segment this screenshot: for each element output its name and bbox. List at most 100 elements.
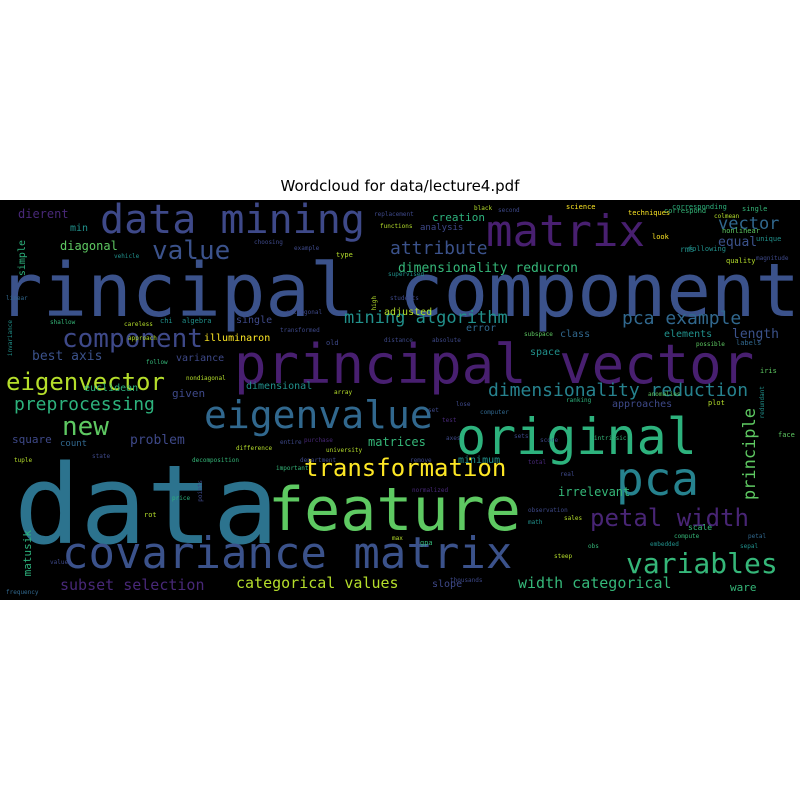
word-new: new: [62, 412, 109, 442]
word-elements: elements: [664, 329, 713, 340]
word-invariance: invariance: [7, 320, 14, 357]
word-transformed: transformed: [280, 327, 320, 334]
word-points: points: [197, 480, 204, 502]
word-petal: petal: [748, 533, 767, 540]
word-entire: entire: [280, 439, 302, 446]
word-single: single: [742, 205, 768, 213]
word-black: black: [474, 205, 493, 212]
word-simple: simple: [17, 240, 28, 277]
word-class: class: [560, 329, 591, 340]
word-value: value: [152, 236, 231, 266]
word-matrices: matrices: [368, 435, 426, 449]
word-width-categorical: width categorical: [518, 574, 672, 592]
word-problem: problem: [130, 433, 185, 448]
word-eigenvalue: eigenvalue: [204, 393, 433, 437]
word-illuminaron: illuminaron: [204, 333, 271, 344]
word-shallow: shallow: [50, 319, 76, 326]
word-magnitude: magnitude: [756, 255, 789, 262]
word-difference: difference: [236, 445, 273, 452]
word-absolute: absolute: [432, 337, 461, 344]
word-plot: plot: [708, 399, 725, 407]
word-scale: scale: [688, 523, 713, 532]
word-petal-width: petal width: [590, 504, 749, 532]
word-computer: computer: [480, 409, 509, 416]
word-corresponding: corresponding: [672, 203, 727, 211]
word-normalized: normalized: [412, 487, 449, 494]
word-sales: sales: [564, 515, 583, 522]
word-attribute: attribute: [390, 238, 488, 259]
word-array: array: [334, 389, 353, 396]
word-follow: follow: [146, 359, 168, 366]
word-science: science: [566, 203, 596, 211]
word-approaches: approaches: [612, 399, 673, 410]
word-intrinsic: intrinsic: [594, 435, 627, 442]
word-data: data: [14, 441, 279, 569]
word-pca: pca: [616, 452, 700, 506]
word-iris: iris: [760, 367, 777, 375]
word-possible: possible: [696, 341, 725, 348]
word-variables: variables: [626, 547, 778, 580]
word-chi: chi: [160, 317, 173, 325]
word-observation: observation: [528, 507, 568, 514]
word-subspace: subspace: [524, 331, 553, 338]
word-data-mining: data mining: [100, 200, 365, 243]
word-square: square: [12, 433, 52, 446]
word-count: count: [60, 439, 88, 449]
word-nondiagonal: nondiagonal: [186, 375, 226, 382]
word-error: error: [466, 323, 497, 334]
word-eigenvector: eigenvector: [6, 368, 165, 396]
word-vector: vector: [718, 214, 780, 234]
word-slope: slope: [432, 579, 463, 590]
word-redundant: redundant: [759, 386, 766, 419]
word-dierent: dierent: [18, 207, 69, 221]
word-subset-selection: subset selection: [60, 576, 205, 594]
word-labels: labels: [736, 339, 762, 347]
word-state: state: [92, 453, 111, 460]
word-algebra: algebra: [182, 317, 212, 325]
word-university: university: [326, 447, 363, 454]
word-creation: creation: [432, 211, 485, 224]
word-students: students: [390, 295, 419, 302]
word-real: real: [560, 471, 575, 478]
word-frequency: frequency: [6, 589, 39, 596]
word-type: type: [336, 251, 353, 259]
word-mining-algorithm: mining algorithm: [344, 308, 508, 328]
word-department: department: [300, 457, 337, 464]
word-vehicle: vehicle: [114, 253, 140, 260]
word-dimensional: dimensional: [246, 381, 313, 392]
word-obs: obs: [588, 543, 599, 550]
word-pca-example: pca example: [622, 308, 742, 329]
word-dimensionality-reducron: dimensionality reducron: [398, 261, 579, 276]
word-remove: remove: [410, 457, 432, 464]
word-sepal: sepal: [740, 543, 759, 550]
word-preprocessing: preprocessing: [14, 394, 155, 415]
word-principal-component: principal component: [0, 248, 800, 334]
word-values: values: [50, 559, 72, 566]
word-nonlinear: nonlinear: [722, 227, 760, 235]
word-price: price: [172, 495, 191, 502]
word-dimensionality-reduction: dimensionality reduction: [488, 380, 749, 401]
word-high: high: [371, 296, 378, 311]
word-anomalies: anomalies: [648, 391, 681, 398]
word-ware: ware: [730, 581, 757, 594]
word-adjusted: adjusted: [384, 307, 433, 318]
word-approach: approach: [128, 335, 157, 342]
word-matusik: matusik: [21, 530, 34, 577]
word-careless: careless: [124, 321, 153, 328]
word-decomposition: decomposition: [192, 457, 239, 464]
word-transformation: transformation: [304, 454, 507, 482]
word-face: face: [778, 431, 795, 439]
word-steep: steep: [554, 553, 573, 560]
word-best-axis: best axis: [32, 349, 103, 364]
word-linear: linear: [6, 295, 28, 302]
word-covariance-matrix: covariance matrix: [62, 528, 513, 579]
word-quality: quality: [726, 257, 756, 265]
word-single: single: [236, 315, 273, 326]
word-replacement: replacement: [374, 211, 414, 218]
word-feature: feature: [268, 475, 521, 545]
word-rot: rot: [144, 511, 157, 519]
word-total: total: [528, 459, 547, 466]
word-irrelevant: irrelevant: [558, 485, 631, 499]
word-sets: sets: [514, 433, 529, 440]
word-set: set: [428, 407, 439, 414]
